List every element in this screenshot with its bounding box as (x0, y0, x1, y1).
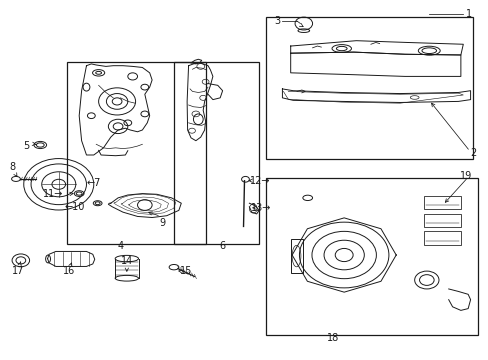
Text: 19: 19 (459, 171, 471, 181)
Bar (424, 213, 460, 227)
Text: 6: 6 (219, 241, 225, 251)
Text: 17: 17 (12, 266, 24, 276)
Text: ←7: ←7 (87, 178, 101, 188)
Text: 13→: 13→ (251, 203, 271, 213)
Bar (266, 178, 477, 336)
Text: 18: 18 (326, 333, 338, 343)
Bar (174, 62, 259, 244)
Bar (67, 62, 205, 244)
Text: 2: 2 (469, 148, 476, 158)
Text: ←10: ←10 (64, 202, 85, 212)
Text: 11→: 11→ (43, 189, 63, 199)
Text: 8: 8 (9, 162, 15, 172)
Text: 15: 15 (180, 266, 192, 276)
Bar (290, 239, 302, 273)
Bar (266, 18, 472, 158)
Text: 14: 14 (121, 256, 133, 266)
Bar (424, 231, 460, 245)
Text: 1: 1 (465, 9, 471, 19)
Text: 16: 16 (63, 266, 76, 276)
Text: 5: 5 (23, 141, 30, 152)
Text: 3: 3 (274, 16, 280, 26)
Text: 12→: 12→ (250, 176, 270, 186)
Text: 9: 9 (159, 218, 165, 228)
Bar (424, 196, 460, 209)
Text: 4: 4 (117, 241, 123, 251)
